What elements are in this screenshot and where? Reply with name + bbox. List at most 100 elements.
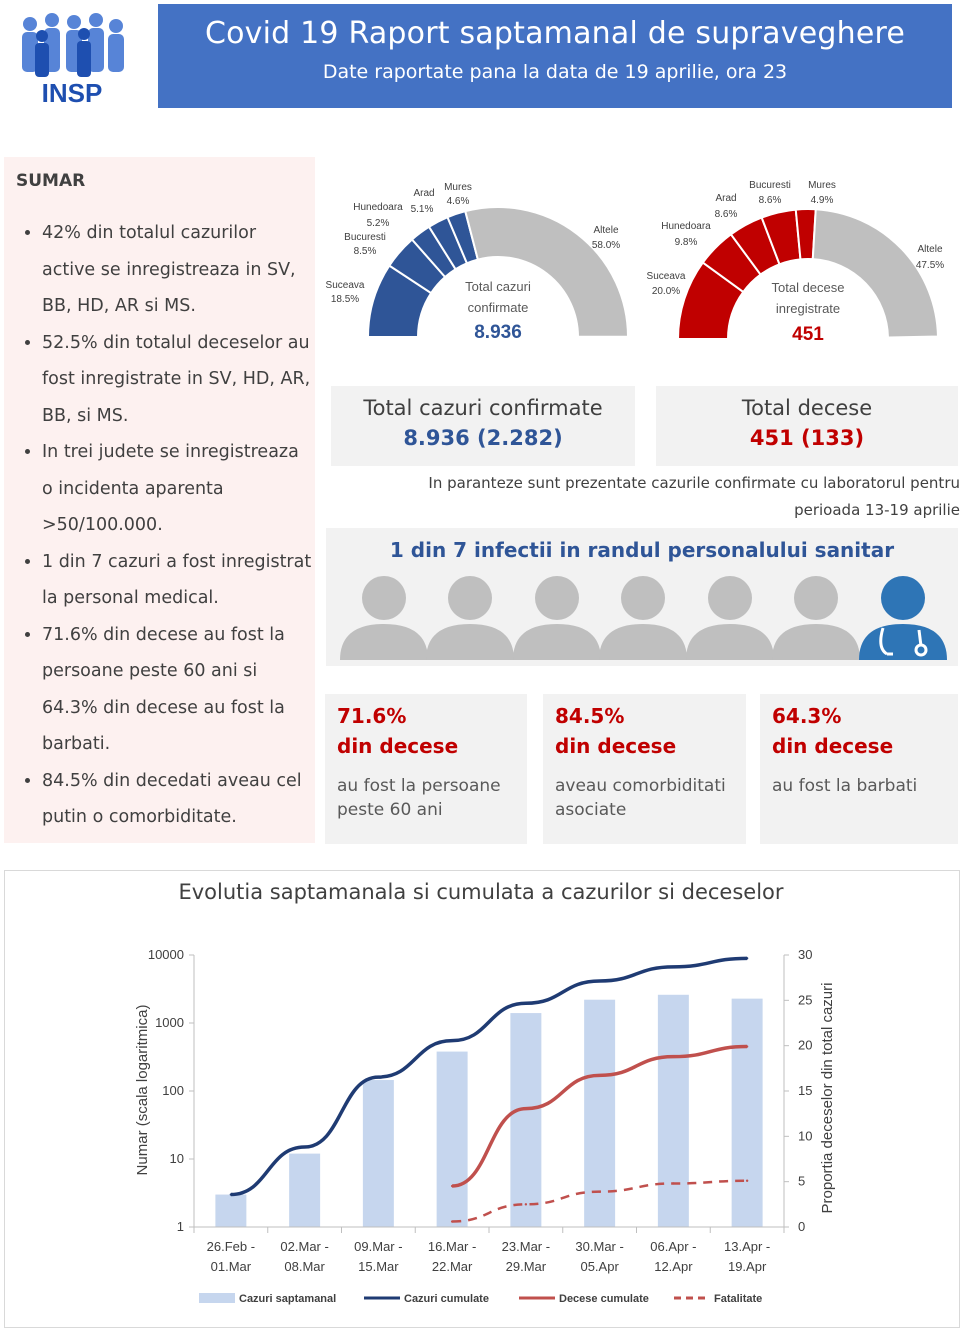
chart-frame [4,870,960,1328]
line-point [598,1074,601,1077]
summary-panel: SUMAR 42% din totalul cazurilor active s… [4,157,315,843]
totals-note-line2: perioada 13-19 aprilie [794,501,960,519]
legend-label: Decese cumulate [559,1293,649,1305]
line-decese-cumulate [451,1044,748,1188]
x-tick-label: 23.Mar - [502,1239,550,1254]
person-icon [686,576,774,660]
total-cases-label: Total cazuri confirmate [363,396,603,420]
line-point [450,1039,454,1042]
line-point [672,965,675,969]
bar-weekly-cases [362,1080,394,1227]
report-title: Covid 19 Raport saptamanal de supraveghe… [204,16,906,51]
summary-bullet: 52.5% din totalul deceselor au fost inre… [42,325,312,435]
stat-box-comorbidity: 84.5% din decese aveau comorbiditati aso… [543,694,746,844]
total-cases-value: 8.936 (2.282) [403,426,563,450]
x-tick-label: 15.Mar [358,1259,399,1274]
doctor-icon [859,576,947,660]
stat-description: au fost la persoane peste 60 ani [337,776,501,820]
stat-subtitle: din decese [772,734,894,758]
bar-weekly-cases [215,1194,247,1227]
x-tick-label: 05.Apr [580,1259,619,1274]
person-icons [340,576,947,660]
bar-weekly-cases [436,1051,468,1227]
stat-description: aveau comorbiditati asociate [555,776,726,820]
total-deaths-label: Total decese [741,396,873,420]
donut-label-value: 8.6% [759,195,782,206]
x-tick-label: 22.Mar [432,1259,473,1274]
x-tick-label: 09.Mar - [354,1239,402,1254]
bar-weekly-cases [731,998,763,1227]
y-tick-label: 10000 [148,947,184,962]
summary-bullet: 84.5% din decedati aveau cel putin o com… [42,763,312,836]
stat-percent: 84.5% [555,704,625,728]
donut-label-name: Suceava [326,280,365,291]
donut-label-name: Arad [413,188,434,199]
total-deaths-box: Total decese 451 (133) [656,386,958,466]
stat-percent: 64.3% [772,704,842,728]
x-tick-label: 30.Mar - [575,1239,623,1254]
cases-center-line2: confirmate [468,300,529,315]
stat-subtitle: din decese [555,734,677,758]
bar-weekly-cases [289,1153,321,1227]
donut-label-value: 20.0% [652,286,680,297]
line-point [745,1179,749,1182]
donut-label-name: Mures [444,182,472,193]
y2-axis-label: Proportia deceselor din total cazuri [819,983,836,1214]
donut-label-name: Arad [715,193,736,204]
line-point [745,1045,749,1048]
cases-center-value: 8.936 [474,322,522,343]
line-point [672,1182,675,1185]
donut-label-value: 5.1% [411,204,434,215]
donut-label-name: Mures [808,180,836,191]
y2-tick-label: 0 [798,1219,805,1234]
y-tick-label: 100 [162,1083,184,1098]
line-point [672,1055,675,1058]
y2-tick-label: 5 [798,1174,805,1189]
donut-label-value: 5.2% [367,218,390,229]
donut-label-name: Bucuresti [749,180,791,191]
donut-label-name: Altele [593,225,618,236]
total-deaths-value: 451 (133) [749,426,865,450]
stat-box-gender: 64.3% din decese au fost la barbati [760,694,958,844]
cases-donut: Suceava 18.5% Bucuresti 8.5% Hunedoara 5.2% Ar… [326,182,630,338]
x-tick-label: 12.Apr [654,1259,693,1274]
line-point [524,1002,528,1005]
person-icon [513,576,601,660]
deaths-center-line1: Total decese [772,280,845,295]
x-tick-label: 02.Mar - [280,1239,328,1254]
y-tick-label: 1000 [155,1015,184,1030]
y2-tick-label: 20 [798,1038,812,1053]
donut-label-name: Hunedoara [661,221,711,232]
deaths-center-line2: inregistrate [776,301,840,316]
y2-tick-label: 10 [798,1128,812,1143]
total-cases-box: Total cazuri confirmate 8.936 (2.282) [331,386,635,466]
donut-label-value: 8.6% [715,209,738,220]
totals-note-line1: In paranteze sunt prezentate cazurile co… [428,474,960,492]
donut-label-value: 4.9% [811,195,834,206]
stat-description: au fost la barbati [772,776,918,796]
line-point [524,1107,528,1110]
x-tick-label: 16.Mar - [428,1239,476,1254]
y-tick-label: 1 [177,1219,184,1234]
x-tick-label: 01.Mar [211,1259,252,1274]
line-point [450,1220,454,1223]
person-icon [426,576,514,660]
donut-slice-altele [464,206,630,338]
donut-label-value: 58.0% [592,240,620,251]
y2-tick-label: 25 [798,992,812,1007]
line-point [745,957,749,960]
person-icon [772,576,860,660]
donut-label-value: 18.5% [331,294,359,305]
insp-logo: INSP [12,10,132,108]
summary-bullet: 42% din totalul cazurilor active se inre… [42,215,312,325]
donut-slice-altele [811,208,939,339]
line-point [229,1193,233,1196]
person-icon [340,576,428,660]
donut-label-name: Suceava [647,271,686,282]
donut-label-name: Bucuresti [344,232,386,243]
stat-subtitle: din decese [337,734,459,758]
donut-label-name: Hunedoara [353,202,403,213]
legend-label: Fatalitate [714,1293,762,1305]
line-point [377,1075,380,1079]
stat-box-age: 71.6% din decese au fost la persoane pes… [325,694,527,844]
